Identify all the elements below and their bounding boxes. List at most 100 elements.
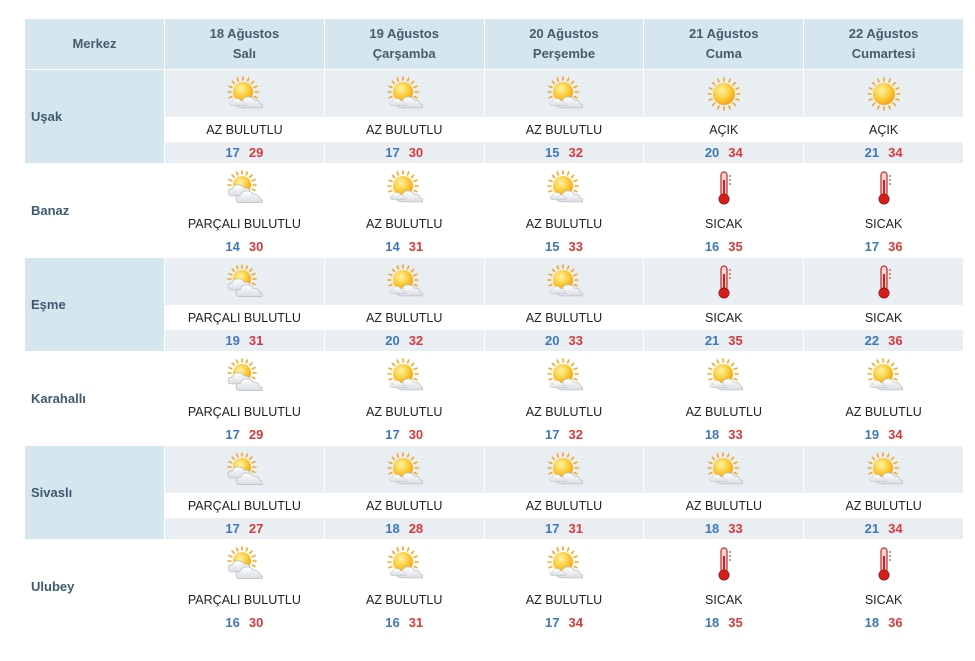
description-row: PARÇALI BULUTLU AZ BULUTLU AZ BULUTLU SICAK…	[25, 305, 964, 330]
max-temperature: 31	[408, 239, 424, 254]
thermometer-icon	[704, 546, 744, 582]
thermometer-icon	[704, 264, 744, 300]
min-temperature: 20	[545, 333, 560, 348]
max-temperature: 33	[568, 239, 583, 254]
city-name: Uşak	[25, 69, 165, 163]
city-icon-row: Ulubey	[25, 539, 964, 633]
min-temperature: 16	[385, 615, 400, 630]
partly-sunny-icon	[864, 357, 904, 394]
temperature-cell: 14 31	[324, 236, 485, 257]
temperature-cell: 18 28	[324, 518, 485, 539]
temperature-cell: 16 31	[324, 612, 485, 633]
temperature-row: 19 31 20 32 20 33 21 35 22 36	[25, 330, 964, 351]
city-name: Banaz	[25, 163, 165, 257]
header-row: Merkez 18 Ağustos Salı 19 Ağustos Çarşamba…	[25, 19, 964, 69]
weather-icon-cell	[165, 163, 325, 211]
thermometer-icon	[704, 170, 744, 206]
max-temperature: 33	[568, 333, 583, 348]
min-temperature: 17	[545, 427, 560, 442]
weather-description: SICAK	[644, 305, 805, 330]
day-header: 20 Ağustos Perşembe	[484, 19, 645, 69]
min-temperature: 17	[225, 427, 240, 442]
day-header: 21 Ağustos Cuma	[644, 19, 805, 69]
weather-description: AZ BULUTLU	[325, 587, 485, 612]
day-date: 18 Ağustos	[209, 26, 280, 41]
max-temperature: 32	[408, 333, 424, 348]
city-icon-row: Eşme	[25, 257, 964, 351]
max-temperature: 27	[248, 521, 264, 536]
day-header: 18 Ağustos Salı	[165, 19, 325, 69]
temperature-cell: 18 36	[804, 612, 964, 633]
weather-icon-cell	[804, 163, 964, 211]
temperature-cell: 17 30	[324, 142, 485, 163]
description-row: PARÇALI BULUTLU AZ BULUTLU AZ BULUTLU SICAK…	[25, 587, 964, 612]
forecast-table-wrapper: Merkez 18 Ağustos Salı 19 Ağustos Çarşamba…	[25, 19, 964, 633]
min-temperature: 22	[864, 333, 880, 348]
min-temperature: 15	[545, 145, 560, 160]
temperature-cell: 21 34	[804, 518, 964, 539]
partly-sunny-icon	[864, 451, 904, 488]
min-temperature: 18	[704, 615, 720, 630]
max-temperature: 31	[248, 333, 264, 348]
max-temperature: 32	[568, 427, 583, 442]
weather-icon-cell	[484, 257, 645, 305]
max-temperature: 36	[888, 239, 903, 254]
min-temperature: 17	[225, 145, 240, 160]
temperature-cell: 17 36	[804, 236, 964, 257]
description-row: AZ BULUTLU AZ BULUTLU AZ BULUTLU AÇIK AÇIK	[25, 117, 964, 142]
max-temperature: 36	[888, 615, 903, 630]
weather-description: SICAK	[804, 211, 964, 236]
temperature-row: 14 30 14 31 15 33 16 35 17 36	[25, 236, 964, 257]
weather-icon-cell	[484, 445, 645, 493]
temperature-cell: 15 32	[484, 142, 645, 163]
temperature-cell: 18 33	[644, 518, 805, 539]
temperature-row: 17 29 17 30 15 32 20 34 21 34	[25, 142, 964, 163]
temperature-cell: 22 36	[804, 330, 964, 351]
min-temperature: 21	[704, 333, 720, 348]
cloudy-sun-icon	[224, 357, 264, 394]
weather-icon-cell	[324, 539, 485, 587]
temperature-cell: 20 34	[644, 142, 805, 163]
temperature-cell: 19 34	[804, 424, 964, 445]
weather-icon-cell	[324, 351, 485, 399]
temperature-cell: 16 35	[644, 236, 805, 257]
temperature-row: 16 30 16 31 17 34 18 35 18 36	[25, 612, 964, 633]
min-temperature: 14	[225, 239, 240, 254]
min-temperature: 20	[385, 333, 400, 348]
temperature-cell: 17 32	[484, 424, 645, 445]
max-temperature: 32	[568, 145, 583, 160]
weather-icon-cell	[165, 539, 325, 587]
min-temperature: 17	[225, 521, 240, 536]
day-date: 21 Ağustos	[688, 26, 759, 41]
weather-description: AZ BULUTLU	[804, 399, 964, 424]
weather-icon-cell	[324, 257, 485, 305]
weather-description: AZ BULUTLU	[484, 305, 645, 330]
min-temperature: 16	[704, 239, 720, 254]
weather-description: AZ BULUTLU	[485, 211, 645, 236]
description-row: PARÇALI BULUTLU AZ BULUTLU AZ BULUTLU AZ BU…	[25, 493, 964, 518]
temperature-row: 17 29 17 30 17 32 18 33 19 34	[25, 424, 964, 445]
partly-sunny-icon	[544, 263, 584, 300]
weather-description: AZ BULUTLU	[324, 305, 485, 330]
weather-description: PARÇALI BULUTLU	[165, 399, 325, 424]
min-temperature: 21	[864, 145, 880, 160]
temperature-cell: 17 34	[484, 612, 645, 633]
weather-icon-cell	[165, 351, 325, 399]
partly-sunny-icon	[544, 75, 584, 112]
weather-icon-cell	[644, 257, 805, 305]
temperature-cell: 21 34	[804, 142, 964, 163]
city-name: Ulubey	[25, 539, 165, 633]
description-row: PARÇALI BULUTLU AZ BULUTLU AZ BULUTLU AZ BU…	[25, 399, 964, 424]
partly-sunny-icon	[704, 451, 744, 488]
partly-sunny-icon	[384, 169, 424, 206]
day-of-week: Cuma	[705, 46, 742, 61]
temperature-cell: 19 31	[165, 330, 325, 351]
thermometer-icon	[864, 546, 904, 582]
max-temperature: 34	[888, 145, 903, 160]
max-temperature: 28	[408, 521, 424, 536]
city-icon-row: Karahallı	[25, 351, 964, 445]
min-temperature: 14	[385, 239, 400, 254]
weather-icon-cell	[324, 163, 485, 211]
min-temperature: 18	[704, 521, 720, 536]
temperature-cell: 14 30	[165, 236, 325, 257]
